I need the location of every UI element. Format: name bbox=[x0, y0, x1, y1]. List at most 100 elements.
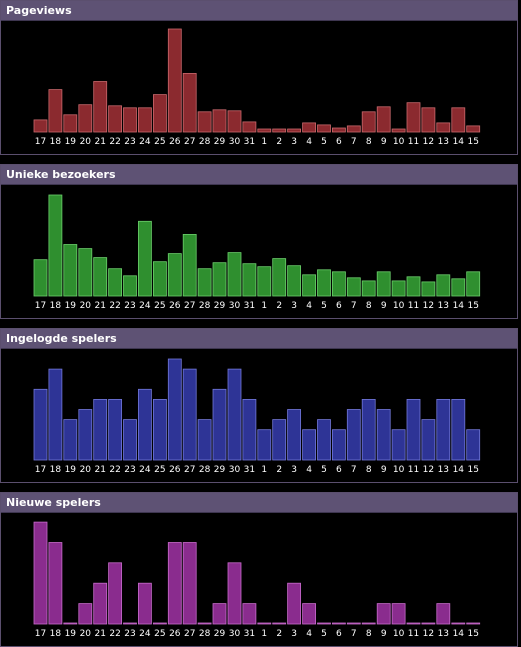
x-tick-label: 11 bbox=[408, 137, 419, 147]
x-tick-label: 19 bbox=[65, 137, 77, 147]
bar-28 bbox=[197, 111, 212, 133]
x-tick-label: 6 bbox=[336, 465, 342, 475]
bar-21 bbox=[93, 257, 108, 297]
x-tick-label: 4 bbox=[306, 137, 312, 147]
x-tick-label: 27 bbox=[184, 629, 195, 639]
bar-17 bbox=[33, 521, 48, 625]
bar-19 bbox=[63, 114, 78, 133]
x-tick-label: 29 bbox=[214, 629, 226, 639]
bar-26 bbox=[167, 358, 182, 461]
bar-29 bbox=[212, 603, 227, 625]
bar-31 bbox=[242, 121, 257, 133]
bar-9 bbox=[376, 409, 391, 461]
x-tick-label: 3 bbox=[291, 301, 297, 311]
bar-12 bbox=[421, 281, 436, 297]
bar-25 bbox=[152, 261, 167, 297]
bar-4 bbox=[302, 274, 317, 297]
bar-9 bbox=[376, 271, 391, 297]
bar-19 bbox=[63, 244, 78, 297]
bar-26 bbox=[167, 28, 182, 133]
x-tick-label: 6 bbox=[336, 301, 342, 311]
x-tick-label: 5 bbox=[321, 629, 327, 639]
x-tick-label: 3 bbox=[291, 629, 297, 639]
x-tick-label: 1 bbox=[261, 137, 267, 147]
bar-1 bbox=[257, 429, 272, 461]
bar-11 bbox=[406, 102, 421, 133]
x-tick-label: 18 bbox=[50, 465, 62, 475]
x-tick-label: 17 bbox=[35, 629, 46, 639]
x-tick-label: 28 bbox=[199, 629, 211, 639]
bar-18 bbox=[48, 542, 63, 625]
x-tick-label: 25 bbox=[154, 465, 165, 475]
x-tick-label: 20 bbox=[80, 137, 92, 147]
x-tick-label: 2 bbox=[276, 137, 282, 147]
x-tick-label: 5 bbox=[321, 301, 327, 311]
bar-7 bbox=[346, 277, 361, 297]
x-tick-label: 2 bbox=[276, 465, 282, 475]
bar-10 bbox=[391, 429, 406, 461]
bar-27 bbox=[182, 542, 197, 625]
x-tick-label: 26 bbox=[169, 137, 181, 147]
x-tick-label: 8 bbox=[366, 629, 372, 639]
bar-20 bbox=[78, 248, 93, 297]
x-tick-label: 12 bbox=[423, 301, 434, 311]
bar-23 bbox=[123, 419, 137, 461]
x-tick-label: 23 bbox=[124, 301, 135, 311]
x-tick-label: 20 bbox=[80, 301, 92, 311]
bar-13 bbox=[436, 274, 451, 297]
x-tick-label: 1 bbox=[261, 465, 267, 475]
x-tick-label: 19 bbox=[65, 301, 77, 311]
x-tick-label: 19 bbox=[65, 629, 77, 639]
bar-3 bbox=[287, 409, 302, 461]
bar-22 bbox=[108, 562, 122, 625]
x-tick-label: 12 bbox=[423, 629, 434, 639]
bar-29 bbox=[212, 262, 227, 297]
x-tick-label: 5 bbox=[321, 465, 327, 475]
bar-7 bbox=[346, 622, 361, 625]
x-tick-label: 29 bbox=[214, 137, 226, 147]
bar-6 bbox=[331, 271, 346, 297]
bar-8 bbox=[361, 622, 376, 625]
x-tick-label: 21 bbox=[94, 137, 105, 147]
x-tick-label: 19 bbox=[65, 465, 77, 475]
x-tick-label: 11 bbox=[408, 301, 419, 311]
x-tick-label: 31 bbox=[244, 301, 255, 311]
bar-15 bbox=[466, 271, 481, 297]
bar-21 bbox=[93, 582, 108, 625]
x-tick-label: 28 bbox=[199, 137, 211, 147]
bar-12 bbox=[421, 107, 436, 133]
bar-28 bbox=[197, 419, 212, 461]
x-tick-label: 22 bbox=[109, 301, 120, 311]
bar-25 bbox=[152, 399, 167, 461]
x-tick-label: 13 bbox=[438, 629, 449, 639]
x-tick-label: 4 bbox=[306, 629, 312, 639]
x-tick-label: 21 bbox=[94, 465, 105, 475]
logged-in-players-panel: Ingelogde spelers 17 18 19 20 21 22 23 24 25 26 27 2… bbox=[0, 328, 518, 483]
x-tick-label: 23 bbox=[124, 629, 135, 639]
x-tick-label: 6 bbox=[336, 137, 342, 147]
x-tick-label: 8 bbox=[366, 465, 372, 475]
bar-23 bbox=[123, 622, 137, 625]
bar-27 bbox=[182, 368, 197, 461]
x-tick-label: 2 bbox=[276, 301, 282, 311]
x-tick-label: 24 bbox=[139, 137, 151, 147]
x-tick-label: 18 bbox=[50, 301, 62, 311]
bar-chart: 17 18 19 20 21 22 23 24 25 26 27 28 29 30 31 1 2 3 4 5 6 7 8 9 1… bbox=[33, 28, 481, 147]
bar-3 bbox=[287, 582, 302, 625]
bar-14 bbox=[451, 622, 466, 625]
x-tick-label: 28 bbox=[199, 465, 211, 475]
x-tick-label: 1 bbox=[261, 629, 267, 639]
x-tick-label: 9 bbox=[381, 465, 387, 475]
x-tick-label: 30 bbox=[229, 629, 241, 639]
bar-10 bbox=[391, 128, 406, 133]
bar-1 bbox=[257, 266, 272, 297]
x-tick-label: 15 bbox=[467, 137, 478, 147]
bar-29 bbox=[212, 109, 227, 133]
bar-15 bbox=[466, 429, 481, 461]
x-tick-label: 14 bbox=[453, 301, 465, 311]
bar-28 bbox=[197, 268, 212, 297]
x-tick-label: 22 bbox=[109, 465, 120, 475]
x-tick-label: 10 bbox=[393, 465, 405, 475]
bar-13 bbox=[436, 122, 451, 133]
x-tick-label: 20 bbox=[80, 629, 92, 639]
